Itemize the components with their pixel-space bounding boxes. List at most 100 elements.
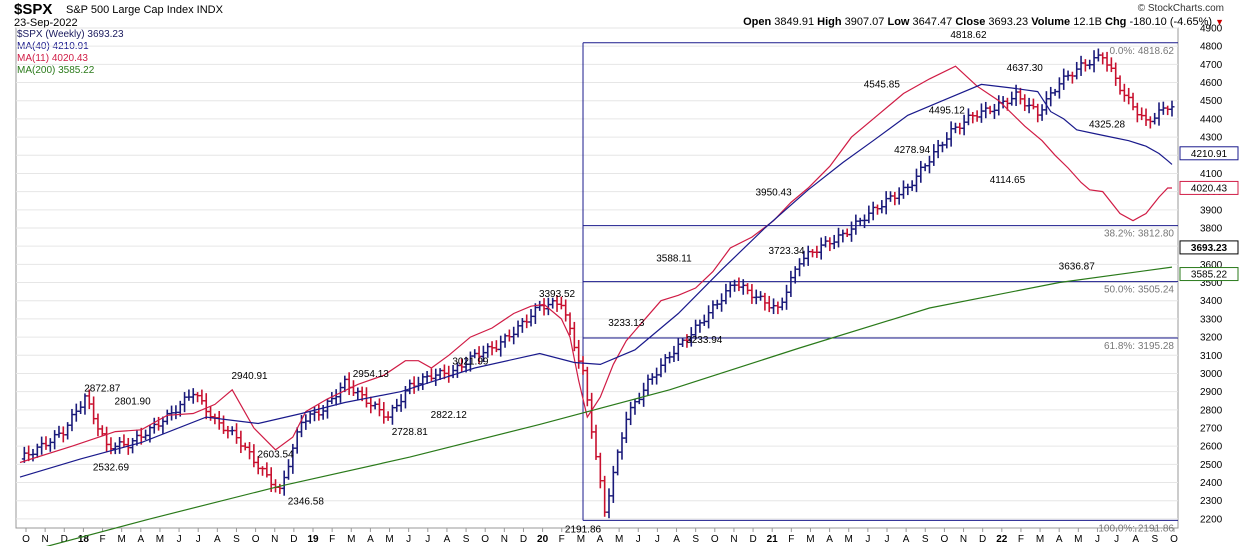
y-tick-label: 4300 bbox=[1200, 133, 1223, 144]
y-tick-label: 3000 bbox=[1200, 369, 1223, 380]
x-tick-label: D bbox=[979, 534, 986, 545]
price-annotation: 2191.86 bbox=[565, 524, 602, 535]
down-arrow-icon: ▼ bbox=[1215, 17, 1224, 27]
price-annotation: 2940.91 bbox=[231, 371, 268, 382]
legend-label: MA(200) 3585.22 bbox=[17, 65, 95, 76]
y-tick-label: 3200 bbox=[1200, 333, 1223, 344]
price-annotation: 2603.54 bbox=[257, 450, 294, 461]
x-tick-label: M bbox=[385, 534, 393, 545]
ma200-line bbox=[45, 266, 1173, 546]
volume-value: 12.1B bbox=[1073, 16, 1102, 28]
x-tick-label: J bbox=[655, 534, 660, 545]
x-tick-label: S bbox=[692, 534, 699, 545]
value-tag-label: 4210.91 bbox=[1191, 149, 1228, 160]
price-annotation: 3950.43 bbox=[755, 188, 792, 199]
x-tick-label: S bbox=[1152, 534, 1159, 545]
quote-bar: Open 3849.91 High 3907.07 Low 3647.47 Cl… bbox=[743, 16, 1224, 28]
x-tick-label: D bbox=[520, 534, 527, 545]
x-tick-label: O bbox=[22, 534, 30, 545]
open-label: Open bbox=[743, 16, 772, 28]
price-annotation: 4325.28 bbox=[1089, 119, 1126, 130]
y-tick-label: 4100 bbox=[1200, 169, 1223, 180]
x-tick-label: M bbox=[117, 534, 125, 545]
y-tick-label: 3600 bbox=[1200, 260, 1223, 271]
x-tick-label: J bbox=[865, 534, 870, 545]
x-tick-label: O bbox=[252, 534, 260, 545]
x-tick-label: O bbox=[481, 534, 489, 545]
price-annotation: 4278.94 bbox=[894, 145, 931, 156]
x-tick-label: M bbox=[577, 534, 585, 545]
legend-item-ma200: MA(200) 3585.22 bbox=[17, 65, 124, 77]
fib-level-label: 38.2%: 3812.80 bbox=[1104, 229, 1174, 240]
x-tick-label: S bbox=[463, 534, 470, 545]
price-annotation: 2346.58 bbox=[288, 496, 325, 507]
y-tick-label: 2900 bbox=[1200, 387, 1223, 398]
price-annotation: 3723.34 bbox=[768, 246, 805, 257]
x-tick-label: A bbox=[214, 534, 221, 545]
x-tick-label: S bbox=[922, 534, 929, 545]
y-tick-label: 2300 bbox=[1200, 496, 1223, 507]
x-tick-label: O bbox=[711, 534, 719, 545]
x-tick-label: A bbox=[137, 534, 144, 545]
value-tag-box bbox=[1179, 267, 1239, 282]
x-tick-label: A bbox=[367, 534, 374, 545]
y-tick-label: 2700 bbox=[1200, 424, 1223, 435]
x-tick-label: O bbox=[1170, 534, 1178, 545]
high-value: 3907.07 bbox=[844, 16, 885, 28]
x-tick-label: A bbox=[444, 534, 451, 545]
x-tick-label: 21 bbox=[767, 534, 779, 545]
y-tick-label: 2800 bbox=[1200, 405, 1223, 416]
x-tick-label: 20 bbox=[537, 534, 549, 545]
x-tick-label: J bbox=[406, 534, 411, 545]
x-tick-label: M bbox=[615, 534, 623, 545]
legend-label: MA(11) 4020.43 bbox=[17, 53, 88, 64]
fib-level-label: 61.8%: 3195.28 bbox=[1104, 341, 1174, 352]
x-tick-label: O bbox=[941, 534, 949, 545]
y-tick-label: 2400 bbox=[1200, 478, 1223, 489]
low-label: Low bbox=[887, 16, 910, 28]
close-label: Close bbox=[955, 16, 986, 28]
fib-level-label: 0.0%: 4818.62 bbox=[1110, 46, 1175, 57]
x-tick-label: D bbox=[61, 534, 68, 545]
x-tick-label: M bbox=[845, 534, 853, 545]
price-annotation: 3588.11 bbox=[656, 254, 692, 265]
value-tag-box bbox=[1179, 240, 1239, 255]
x-tick-label: N bbox=[730, 534, 737, 545]
y-tick-label: 3800 bbox=[1200, 224, 1223, 235]
open-value: 3849.91 bbox=[774, 16, 815, 28]
chg-value: -180.10 (-4.65%) bbox=[1129, 16, 1213, 28]
x-tick-label: N bbox=[960, 534, 967, 545]
value-tag-box bbox=[1179, 180, 1239, 195]
y-tick-label: 4700 bbox=[1200, 60, 1223, 71]
x-tick-label: A bbox=[1056, 534, 1063, 545]
price-annotation: 2954.13 bbox=[353, 369, 390, 380]
y-tick-label: 4900 bbox=[1200, 24, 1223, 35]
price-annotation: 4637.30 bbox=[1007, 63, 1044, 74]
chg-label: Chg bbox=[1105, 16, 1127, 28]
volume-label: Volume bbox=[1031, 16, 1071, 28]
x-tick-label: J bbox=[177, 534, 182, 545]
x-tick-label: F bbox=[99, 534, 105, 545]
x-tick-label: F bbox=[329, 534, 335, 545]
x-tick-label: J bbox=[1095, 534, 1100, 545]
price-annotation: 3021.99 bbox=[452, 356, 489, 367]
x-tick-label: J bbox=[1114, 534, 1119, 545]
price-annotation: 2872.87 bbox=[84, 384, 121, 395]
x-tick-label: N bbox=[42, 534, 49, 545]
price-annotation: 2532.69 bbox=[93, 462, 130, 473]
x-tick-label: A bbox=[903, 534, 910, 545]
x-tick-label: M bbox=[806, 534, 814, 545]
price-annotation: 3393.52 bbox=[539, 289, 576, 300]
x-tick-label: J bbox=[636, 534, 641, 545]
x-tick-label: J bbox=[196, 534, 201, 545]
fib-level-label: 50.0%: 3505.24 bbox=[1104, 285, 1174, 296]
legend-item-price: $SPX (Weekly) 3693.23 bbox=[17, 29, 124, 41]
x-tick-label: F bbox=[1018, 534, 1024, 545]
value-tag-box bbox=[1179, 146, 1239, 161]
y-tick-label: 2200 bbox=[1200, 514, 1223, 525]
close-value: 3693.23 bbox=[988, 16, 1029, 28]
x-tick-label: M bbox=[1074, 534, 1082, 545]
price-annotation: 3233.94 bbox=[686, 335, 723, 346]
y-tick-label: 4400 bbox=[1200, 114, 1223, 125]
